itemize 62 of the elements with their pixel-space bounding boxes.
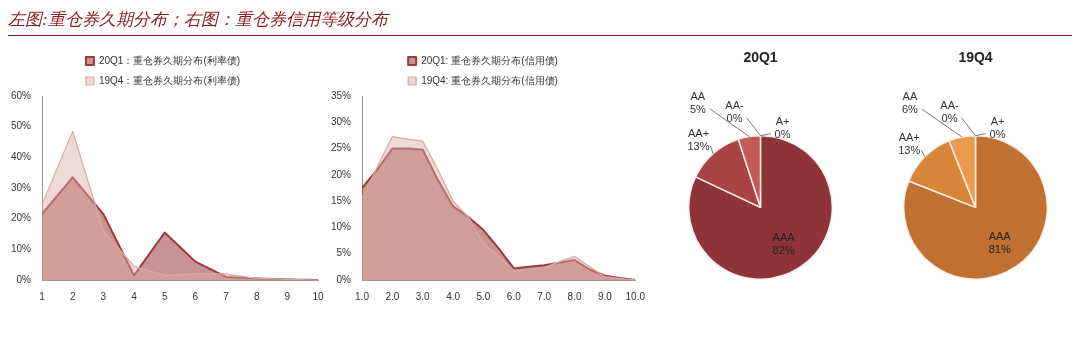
data-label: 82% (772, 243, 795, 256)
x-tick-label: 7 (223, 290, 230, 302)
y-tick-label: 30% (11, 181, 32, 193)
chart-title: 左图:重仓券久期分布；右图：重仓券信用等级分布 (8, 8, 1072, 36)
y-tick-label: 40% (11, 151, 32, 163)
x-tick-label: 9 (284, 290, 291, 302)
slice-label: AA+ (898, 130, 920, 143)
y-tick-label: 10% (331, 221, 352, 233)
slice-label: AAA (772, 230, 796, 243)
slice-label: AA (690, 89, 706, 102)
x-tick-label: 2 (69, 290, 76, 302)
x-tick-label: 7.0 (537, 290, 552, 302)
y-tick-label: 15% (331, 194, 352, 206)
x-tick-label: 5 (161, 290, 168, 302)
legend-label: 19Q4: 重仓券久期分布(信用债) (421, 74, 558, 86)
data-label: 6% (901, 103, 919, 116)
legend-label: 20Q1: 重仓券久期分布(信用债) (421, 54, 558, 66)
x-tick-label: 4.0 (446, 290, 461, 302)
slice-label: AA (902, 90, 918, 103)
x-tick-label: 6 (192, 290, 199, 302)
legend-label: 20Q1：重仓券久期分布(利率债) (98, 54, 241, 66)
y-tick-label: 5% (336, 247, 352, 259)
x-tick-label: 10 (312, 290, 324, 302)
x-tick-label: 8.0 (567, 290, 582, 302)
chart-title: 20Q1 (743, 49, 778, 66)
x-tick-label: 3 (100, 290, 107, 302)
chart-title: 19Q4 (958, 49, 993, 66)
x-tick-label: 5.0 (476, 290, 491, 302)
y-tick-label: 0% (336, 273, 352, 285)
y-tick-label: 30% (331, 116, 352, 128)
data-label: 13% (687, 140, 710, 153)
text: 0% (941, 111, 958, 124)
y-tick-label: 60% (11, 89, 32, 101)
y-tick-label: 25% (331, 142, 352, 154)
slice-label: AA+ (687, 127, 710, 140)
x-tick-label: 1 (39, 290, 46, 302)
category-label: AA- (725, 98, 744, 111)
x-tick-label: 9.0 (597, 290, 613, 302)
y-tick-label: 20% (11, 212, 32, 224)
y-tick-label: 50% (11, 120, 32, 132)
legend-label: A+ (990, 114, 1005, 127)
x-tick-label: 4 (131, 290, 138, 302)
data-label: 81% (988, 243, 1011, 256)
x-tick-label: 8 (253, 290, 260, 302)
x-tick-label: 6.0 (506, 290, 522, 302)
x-tick-label: 10.0 (625, 290, 646, 302)
legend-label: A+ (775, 114, 790, 127)
y-tick-label: 10% (11, 243, 32, 255)
category-label: AA- (940, 98, 959, 111)
text: 0% (774, 127, 791, 140)
text: 0% (989, 127, 1006, 140)
x-tick-label: 2.0 (385, 290, 400, 302)
x-tick-label: 3.0 (415, 290, 431, 302)
y-tick-label: 0% (16, 273, 32, 285)
y-tick-label: 35% (331, 89, 352, 101)
slice-label: AAA (988, 230, 1012, 243)
text: 0% (726, 111, 743, 124)
x-tick-label: 1.0 (355, 290, 370, 302)
data-label: 5% (689, 102, 706, 115)
y-tick-label: 20% (331, 168, 352, 180)
data-label: 13% (898, 143, 921, 156)
legend-label: 19Q4：重仓券久期分布(利率债) (98, 74, 241, 86)
